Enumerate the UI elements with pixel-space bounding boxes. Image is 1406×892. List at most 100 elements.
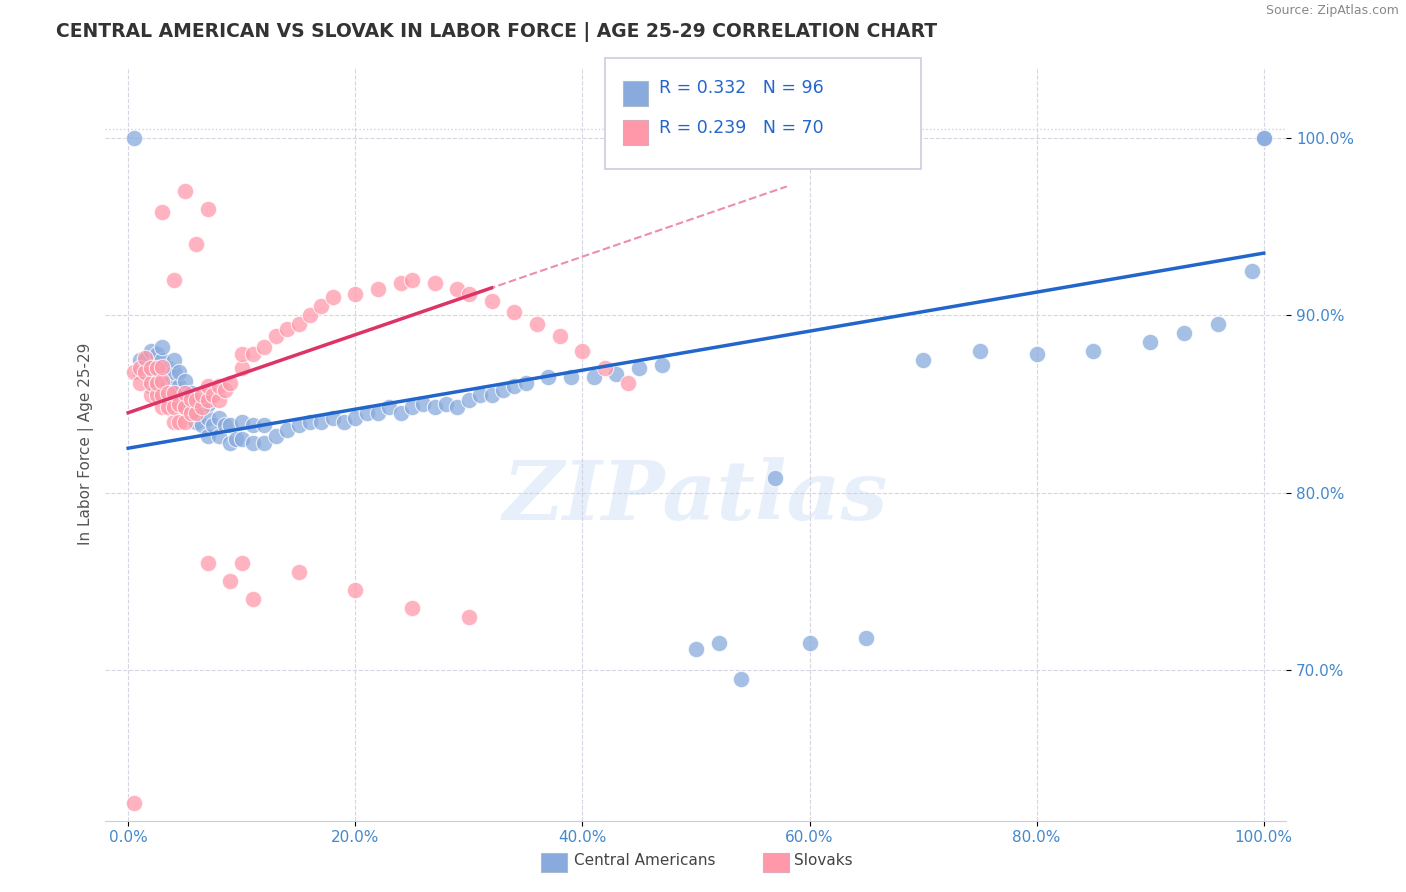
Point: [367, 282, 389, 296]
Point: [401, 273, 423, 287]
Point: [150, 359, 173, 374]
Point: [231, 433, 253, 447]
Point: [434, 397, 457, 411]
Point: [208, 379, 231, 393]
Point: [197, 379, 219, 393]
Point: [309, 299, 332, 313]
Point: [128, 361, 150, 376]
Point: [423, 277, 446, 291]
Point: [145, 388, 167, 402]
Point: [162, 365, 184, 379]
Point: [1025, 347, 1047, 361]
Point: [855, 631, 877, 645]
Point: [197, 411, 219, 425]
Point: [1241, 264, 1264, 278]
Point: [412, 397, 434, 411]
Point: [253, 436, 276, 450]
Point: [128, 376, 150, 390]
Point: [457, 609, 479, 624]
Point: [197, 557, 219, 571]
Text: Slovaks: Slovaks: [794, 853, 853, 868]
Point: [457, 286, 479, 301]
Point: [214, 383, 236, 397]
Point: [367, 406, 389, 420]
Point: [264, 329, 287, 343]
Point: [174, 184, 197, 198]
Point: [231, 415, 253, 429]
Point: [298, 308, 321, 322]
Point: [628, 361, 651, 376]
Point: [156, 376, 179, 390]
Point: [122, 365, 145, 379]
Point: [162, 379, 184, 393]
Point: [799, 636, 821, 650]
Point: [423, 401, 446, 415]
Point: [174, 415, 197, 429]
Point: [457, 393, 479, 408]
Point: [150, 376, 173, 390]
Point: [150, 340, 173, 354]
Point: [202, 388, 225, 402]
Point: [150, 388, 173, 402]
Point: [571, 343, 593, 358]
Point: [389, 277, 412, 291]
Point: [401, 600, 423, 615]
Point: [145, 376, 167, 390]
Point: [208, 429, 231, 443]
Point: [344, 286, 367, 301]
Point: [287, 317, 309, 331]
Point: [134, 351, 156, 365]
Point: [186, 393, 208, 408]
Point: [139, 388, 162, 402]
Point: [156, 361, 179, 376]
Point: [492, 383, 515, 397]
Point: [122, 131, 145, 145]
Point: [309, 415, 332, 429]
Point: [191, 388, 214, 402]
Point: [298, 415, 321, 429]
Point: [356, 406, 378, 420]
Point: [378, 401, 401, 415]
Point: [253, 340, 276, 354]
Point: [231, 361, 253, 376]
Point: [139, 361, 162, 376]
Point: [156, 401, 179, 415]
Point: [219, 376, 242, 390]
Point: [202, 418, 225, 433]
Point: [150, 361, 173, 376]
Point: [322, 290, 344, 304]
Point: [446, 282, 468, 296]
Point: [186, 397, 208, 411]
Point: [276, 424, 298, 438]
Point: [526, 317, 548, 331]
Point: [242, 418, 264, 433]
Point: [231, 557, 253, 571]
Point: [174, 374, 197, 388]
Point: [169, 393, 191, 408]
Point: [219, 436, 242, 450]
Point: [389, 406, 412, 420]
Point: [730, 672, 752, 686]
Point: [197, 393, 219, 408]
Point: [264, 429, 287, 443]
Point: [481, 388, 503, 402]
Point: [145, 347, 167, 361]
Point: [134, 352, 156, 367]
Point: [150, 374, 173, 388]
Point: [162, 352, 184, 367]
Point: [162, 415, 184, 429]
Y-axis label: In Labor Force | Age 25-29: In Labor Force | Age 25-29: [79, 343, 94, 545]
Point: [287, 566, 309, 580]
Point: [548, 329, 571, 343]
Point: [174, 388, 197, 402]
Point: [145, 379, 167, 393]
Point: [322, 411, 344, 425]
Point: [186, 415, 208, 429]
Point: [122, 796, 145, 810]
Point: [481, 293, 503, 308]
Point: [1173, 326, 1195, 340]
Point: [242, 436, 264, 450]
Point: [344, 411, 367, 425]
Point: [208, 411, 231, 425]
Point: [344, 583, 367, 598]
